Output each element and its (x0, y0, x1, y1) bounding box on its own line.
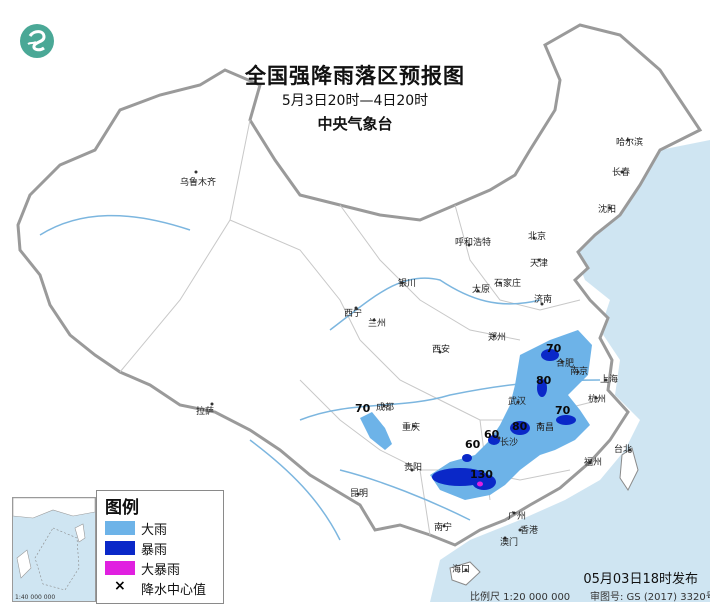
rain-value: 60 (484, 428, 500, 441)
city-label: 西宁 (344, 307, 362, 319)
rain-value: 80 (512, 420, 528, 433)
city-label: 哈尔滨 (616, 136, 643, 148)
city-label: 澳门 (500, 536, 518, 548)
city-label: 南宁 (434, 521, 452, 533)
cross-icon: × (114, 578, 126, 594)
city-label: 昆明 (350, 488, 368, 499)
city-label: 郑州 (488, 331, 506, 343)
city-label: 天津 (530, 258, 548, 269)
city-label: 太原 (472, 283, 490, 295)
city-label: 长春 (612, 166, 630, 178)
heavy-rainstorm-spot (477, 481, 483, 487)
legend-item-center-value: × 降水中心值 (105, 578, 223, 598)
south-china-sea-inset: 1:40 000 000 (12, 497, 96, 602)
sea-area (430, 140, 710, 602)
city-label: 海口 (452, 563, 470, 575)
city-label: 福州 (584, 456, 602, 468)
rain-value: 60 (465, 438, 481, 451)
city-label: 长沙 (500, 436, 518, 448)
city-label: 成都 (376, 401, 394, 413)
heavy-rain-swatch (105, 521, 135, 535)
cma-logo-icon (20, 24, 54, 58)
map-scale: 比例尺 1:20 000 000 (470, 592, 571, 603)
city-label: 广州 (508, 510, 526, 522)
rainstorm-swatch (105, 541, 135, 555)
rain-value: 70 (355, 402, 371, 415)
rain-value: 130 (470, 468, 493, 481)
rainstorm-areas (432, 349, 576, 490)
city-label: 拉萨 (196, 405, 214, 417)
legend-label: 大暴雨 (141, 563, 181, 578)
city-label: 台北 (614, 443, 632, 455)
city-label: 乌鲁木齐 (180, 176, 216, 188)
rain-value: 70 (555, 404, 571, 417)
rivers (39, 214, 601, 541)
city-label: 西安 (432, 343, 450, 355)
legend-item-rainstorm: 暴雨 (105, 539, 223, 558)
city-label: 银川 (398, 277, 416, 289)
rainfall-values: 70 80 80 70 70 60 60 130 (355, 342, 571, 481)
heavy-rainstorm-swatch (105, 561, 135, 575)
legend-label: 降水中心值 (141, 583, 207, 598)
city-label: 石家庄 (494, 277, 521, 289)
city-label: 南昌 (536, 421, 554, 433)
forecast-period: 5月3日20时—4日20时 (281, 93, 429, 109)
heavy-rain-area-west (360, 412, 392, 450)
city-label: 沈阳 (598, 203, 616, 215)
rain-value: 70 (546, 342, 562, 355)
city-label: 重庆 (402, 421, 420, 433)
inset-scale: 1:40 000 000 (15, 594, 56, 601)
city-label: 南京 (570, 365, 588, 377)
legend-label: 暴雨 (141, 543, 168, 558)
issuing-agency: 中央气象台 (317, 115, 393, 133)
map-title: 全国强降雨落区预报图 (245, 64, 465, 88)
legend-label: 大雨 (141, 523, 168, 538)
legend: 图例 大雨 暴雨 大暴雨 × 降水中心值 (96, 490, 224, 604)
issue-time: 05月03日18时发布 (583, 572, 698, 587)
legend-item-heavy-rainstorm: 大暴雨 (105, 559, 223, 578)
city-label: 香港 (520, 524, 538, 536)
city-label: 呼和浩特 (455, 236, 491, 248)
city-label: 杭州 (588, 393, 606, 405)
city-label: 上海 (600, 373, 618, 385)
city-label: 北京 (528, 230, 546, 242)
legend-title: 图例 (105, 498, 139, 518)
rain-value: 80 (536, 374, 552, 387)
city-label: 合肥 (556, 357, 574, 369)
approval-number: 审图号: GS (2017) 3320号 (590, 592, 710, 603)
city-label: 武汉 (508, 395, 526, 407)
hainan-island (449, 561, 481, 586)
city-label: 济南 (534, 293, 552, 305)
legend-item-heavy-rain: 大雨 (105, 519, 223, 538)
city-labels: 乌鲁木齐 拉萨 西宁 兰州 银川 呼和浩特 北京 天津 石家庄 太原 济南 郑州… (180, 136, 643, 575)
city-label: 贵阳 (404, 461, 422, 473)
city-label: 兰州 (368, 317, 386, 329)
